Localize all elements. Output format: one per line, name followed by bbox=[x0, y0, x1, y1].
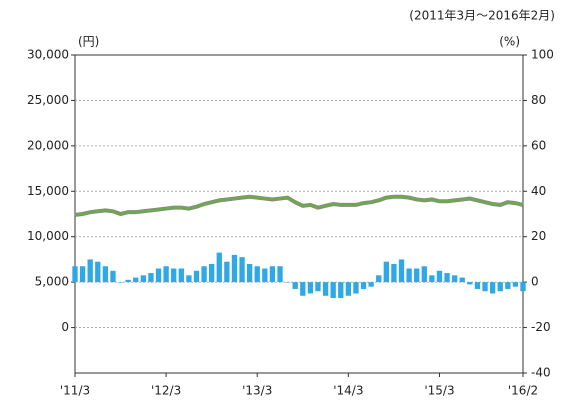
bar bbox=[338, 282, 344, 299]
bar bbox=[345, 282, 352, 296]
bar bbox=[353, 282, 359, 294]
bar bbox=[102, 266, 109, 283]
bar bbox=[246, 263, 253, 283]
bar bbox=[406, 268, 412, 283]
y2-tick-label: 40 bbox=[531, 184, 546, 198]
bar bbox=[414, 268, 420, 283]
x-tick-label: '15/3 bbox=[424, 384, 454, 398]
bar bbox=[125, 279, 131, 283]
bar bbox=[155, 268, 162, 283]
bar bbox=[148, 273, 154, 283]
bar bbox=[330, 282, 336, 299]
y2-axis-label: (%) bbox=[499, 35, 520, 49]
bar bbox=[239, 257, 245, 283]
y2-tick-label: -40 bbox=[531, 366, 551, 380]
bar bbox=[315, 282, 321, 292]
line bbox=[74, 195, 524, 217]
x-tick-label: '13/3 bbox=[242, 384, 272, 398]
y-tick-label: 20,000 bbox=[27, 138, 69, 152]
y2-tick-label: 80 bbox=[531, 93, 546, 107]
y2-tick-label: -20 bbox=[531, 320, 551, 334]
y2-tick-label: 20 bbox=[531, 229, 546, 243]
bar bbox=[216, 252, 222, 283]
bar bbox=[292, 282, 298, 289]
bar bbox=[79, 266, 86, 283]
plot-frame bbox=[74, 54, 524, 374]
bar bbox=[436, 270, 443, 283]
bar bbox=[269, 266, 276, 283]
bar bbox=[520, 282, 526, 292]
y-tick-label: 10,000 bbox=[27, 229, 69, 243]
bar bbox=[209, 263, 215, 283]
bar bbox=[497, 282, 503, 292]
bar bbox=[300, 282, 306, 296]
bar bbox=[87, 259, 93, 283]
bar bbox=[307, 282, 314, 294]
bar bbox=[171, 268, 177, 283]
bar bbox=[95, 261, 101, 283]
bar bbox=[178, 268, 184, 283]
y2-tick-label: 100 bbox=[531, 48, 554, 62]
bar bbox=[452, 275, 458, 283]
bar bbox=[277, 266, 283, 283]
bar bbox=[398, 259, 405, 283]
y-tick-label: 25,000 bbox=[27, 93, 69, 107]
bar bbox=[140, 275, 146, 283]
bar bbox=[231, 254, 238, 283]
bar bbox=[391, 263, 397, 283]
bar bbox=[322, 282, 329, 296]
bar bbox=[224, 261, 230, 283]
x-tick-label: '14/3 bbox=[333, 384, 363, 398]
bar bbox=[368, 282, 374, 287]
y-tick-label: 30,000 bbox=[27, 48, 69, 62]
x-tick-label: '11/3 bbox=[60, 384, 90, 398]
bar bbox=[284, 282, 291, 283]
bar bbox=[193, 270, 200, 283]
y-tick-label: 15,000 bbox=[27, 184, 69, 198]
bar bbox=[421, 266, 427, 283]
bar bbox=[482, 282, 488, 292]
bar bbox=[201, 266, 207, 283]
bar bbox=[512, 282, 519, 287]
x-tick-label: '16/2 bbox=[508, 384, 538, 398]
bar bbox=[505, 282, 511, 289]
y-tick-label: 5,000 bbox=[35, 275, 69, 289]
bar bbox=[254, 266, 260, 283]
bar bbox=[474, 282, 481, 289]
bar bbox=[360, 282, 367, 289]
bar bbox=[444, 273, 450, 283]
bar bbox=[186, 275, 192, 283]
chart-subtitle: (2011年3月～2016年2月) bbox=[409, 9, 555, 23]
bar bbox=[467, 282, 473, 285]
bar bbox=[117, 282, 124, 283]
bar bbox=[163, 266, 169, 283]
bar bbox=[72, 266, 78, 283]
bar bbox=[459, 277, 465, 283]
x-tick-label: '12/3 bbox=[151, 384, 181, 398]
bar bbox=[262, 268, 268, 283]
bar bbox=[376, 275, 382, 283]
bar bbox=[110, 270, 116, 283]
bar bbox=[489, 282, 496, 294]
bar bbox=[133, 277, 139, 283]
bar bbox=[383, 261, 389, 283]
y2-tick-label: 60 bbox=[531, 138, 546, 152]
y-axis-label: (円) bbox=[78, 35, 99, 49]
y-tick-label: 0 bbox=[61, 320, 69, 334]
bar bbox=[429, 275, 435, 283]
y2-tick-label: 0 bbox=[531, 275, 539, 289]
